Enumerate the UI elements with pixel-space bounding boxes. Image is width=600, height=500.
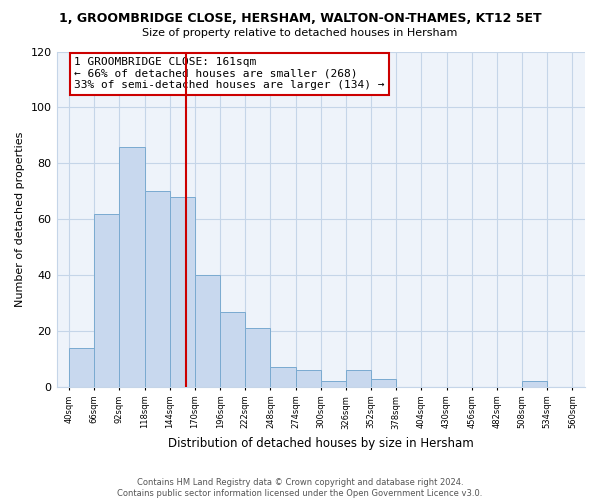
Text: 1 GROOMBRIDGE CLOSE: 161sqm
← 66% of detached houses are smaller (268)
33% of se: 1 GROOMBRIDGE CLOSE: 161sqm ← 66% of det… bbox=[74, 57, 385, 90]
Bar bbox=[220, 312, 245, 387]
Bar bbox=[346, 370, 371, 387]
Bar bbox=[296, 370, 321, 387]
Bar bbox=[170, 197, 195, 387]
Bar bbox=[321, 382, 346, 387]
Text: 1, GROOMBRIDGE CLOSE, HERSHAM, WALTON-ON-THAMES, KT12 5ET: 1, GROOMBRIDGE CLOSE, HERSHAM, WALTON-ON… bbox=[59, 12, 541, 26]
X-axis label: Distribution of detached houses by size in Hersham: Distribution of detached houses by size … bbox=[168, 437, 473, 450]
Bar bbox=[145, 192, 170, 387]
Bar bbox=[69, 348, 94, 387]
Bar bbox=[522, 382, 547, 387]
Bar bbox=[195, 275, 220, 387]
Bar bbox=[371, 378, 396, 387]
Y-axis label: Number of detached properties: Number of detached properties bbox=[15, 132, 25, 307]
Bar bbox=[245, 328, 271, 387]
Text: Contains HM Land Registry data © Crown copyright and database right 2024.
Contai: Contains HM Land Registry data © Crown c… bbox=[118, 478, 482, 498]
Text: Size of property relative to detached houses in Hersham: Size of property relative to detached ho… bbox=[142, 28, 458, 38]
Bar bbox=[271, 368, 296, 387]
Bar bbox=[119, 146, 145, 387]
Bar bbox=[94, 214, 119, 387]
